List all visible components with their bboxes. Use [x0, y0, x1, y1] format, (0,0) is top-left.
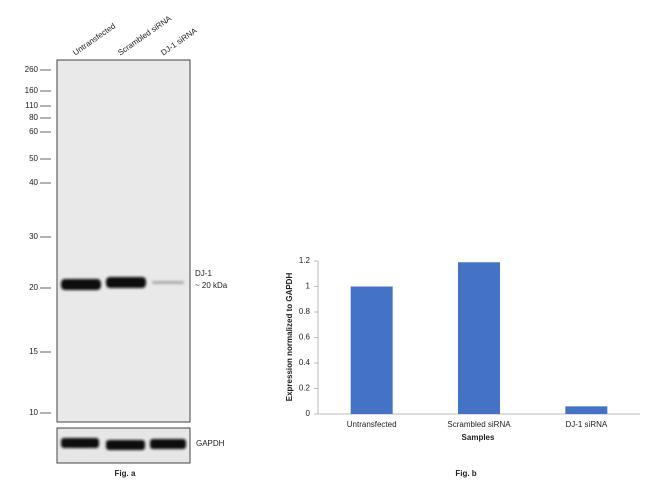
band	[61, 279, 101, 290]
caption: Fig. b	[455, 469, 476, 478]
bar	[565, 406, 608, 414]
x-tick-label: Scrambled siRNA	[447, 420, 511, 429]
marker-label: 10	[29, 408, 38, 417]
caption: Fig. a	[115, 469, 136, 478]
bands	[61, 277, 186, 450]
band	[150, 439, 186, 449]
lane-label: DJ-1 siRNA	[159, 26, 199, 58]
y-tick-label: 1.2	[299, 256, 311, 265]
band	[106, 440, 145, 450]
marker-label: 160	[25, 86, 39, 95]
y-axis-label: Expression normalized to GAPDH	[285, 273, 294, 402]
y-tick-label: 1	[306, 282, 311, 291]
lane-label: Untransfected	[71, 21, 117, 57]
marker-label: 260	[25, 65, 39, 74]
band	[106, 277, 146, 288]
marker-label: 110	[25, 101, 38, 110]
bar	[350, 286, 393, 414]
control-label: GAPDH	[196, 439, 225, 448]
marker-label: 15	[29, 347, 38, 356]
band-size: ~ 20 kDa	[195, 281, 228, 290]
marker-label: 60	[29, 127, 38, 136]
marker-label: 20	[29, 283, 38, 292]
y-tick-label: 0	[306, 409, 311, 418]
band-label: DJ-1	[195, 269, 212, 278]
y-tick-label: 0.6	[299, 333, 311, 342]
marker-label: 50	[29, 154, 38, 163]
x-tick-label: DJ-1 siRNA	[565, 420, 607, 429]
y-tick-label: 0.2	[299, 384, 311, 393]
band	[152, 281, 184, 284]
x-axis-label: Samples	[462, 433, 495, 442]
blot-membrane	[56, 59, 191, 423]
y-tick-label: 0.8	[299, 307, 311, 316]
bar	[458, 262, 500, 414]
x-tick-label: Untransfected	[347, 420, 397, 429]
marker-label: 80	[29, 113, 38, 122]
band	[61, 438, 99, 448]
marker-label: 40	[29, 178, 38, 187]
marker-label: 30	[29, 232, 38, 241]
y-tick-label: 0.4	[299, 358, 311, 367]
